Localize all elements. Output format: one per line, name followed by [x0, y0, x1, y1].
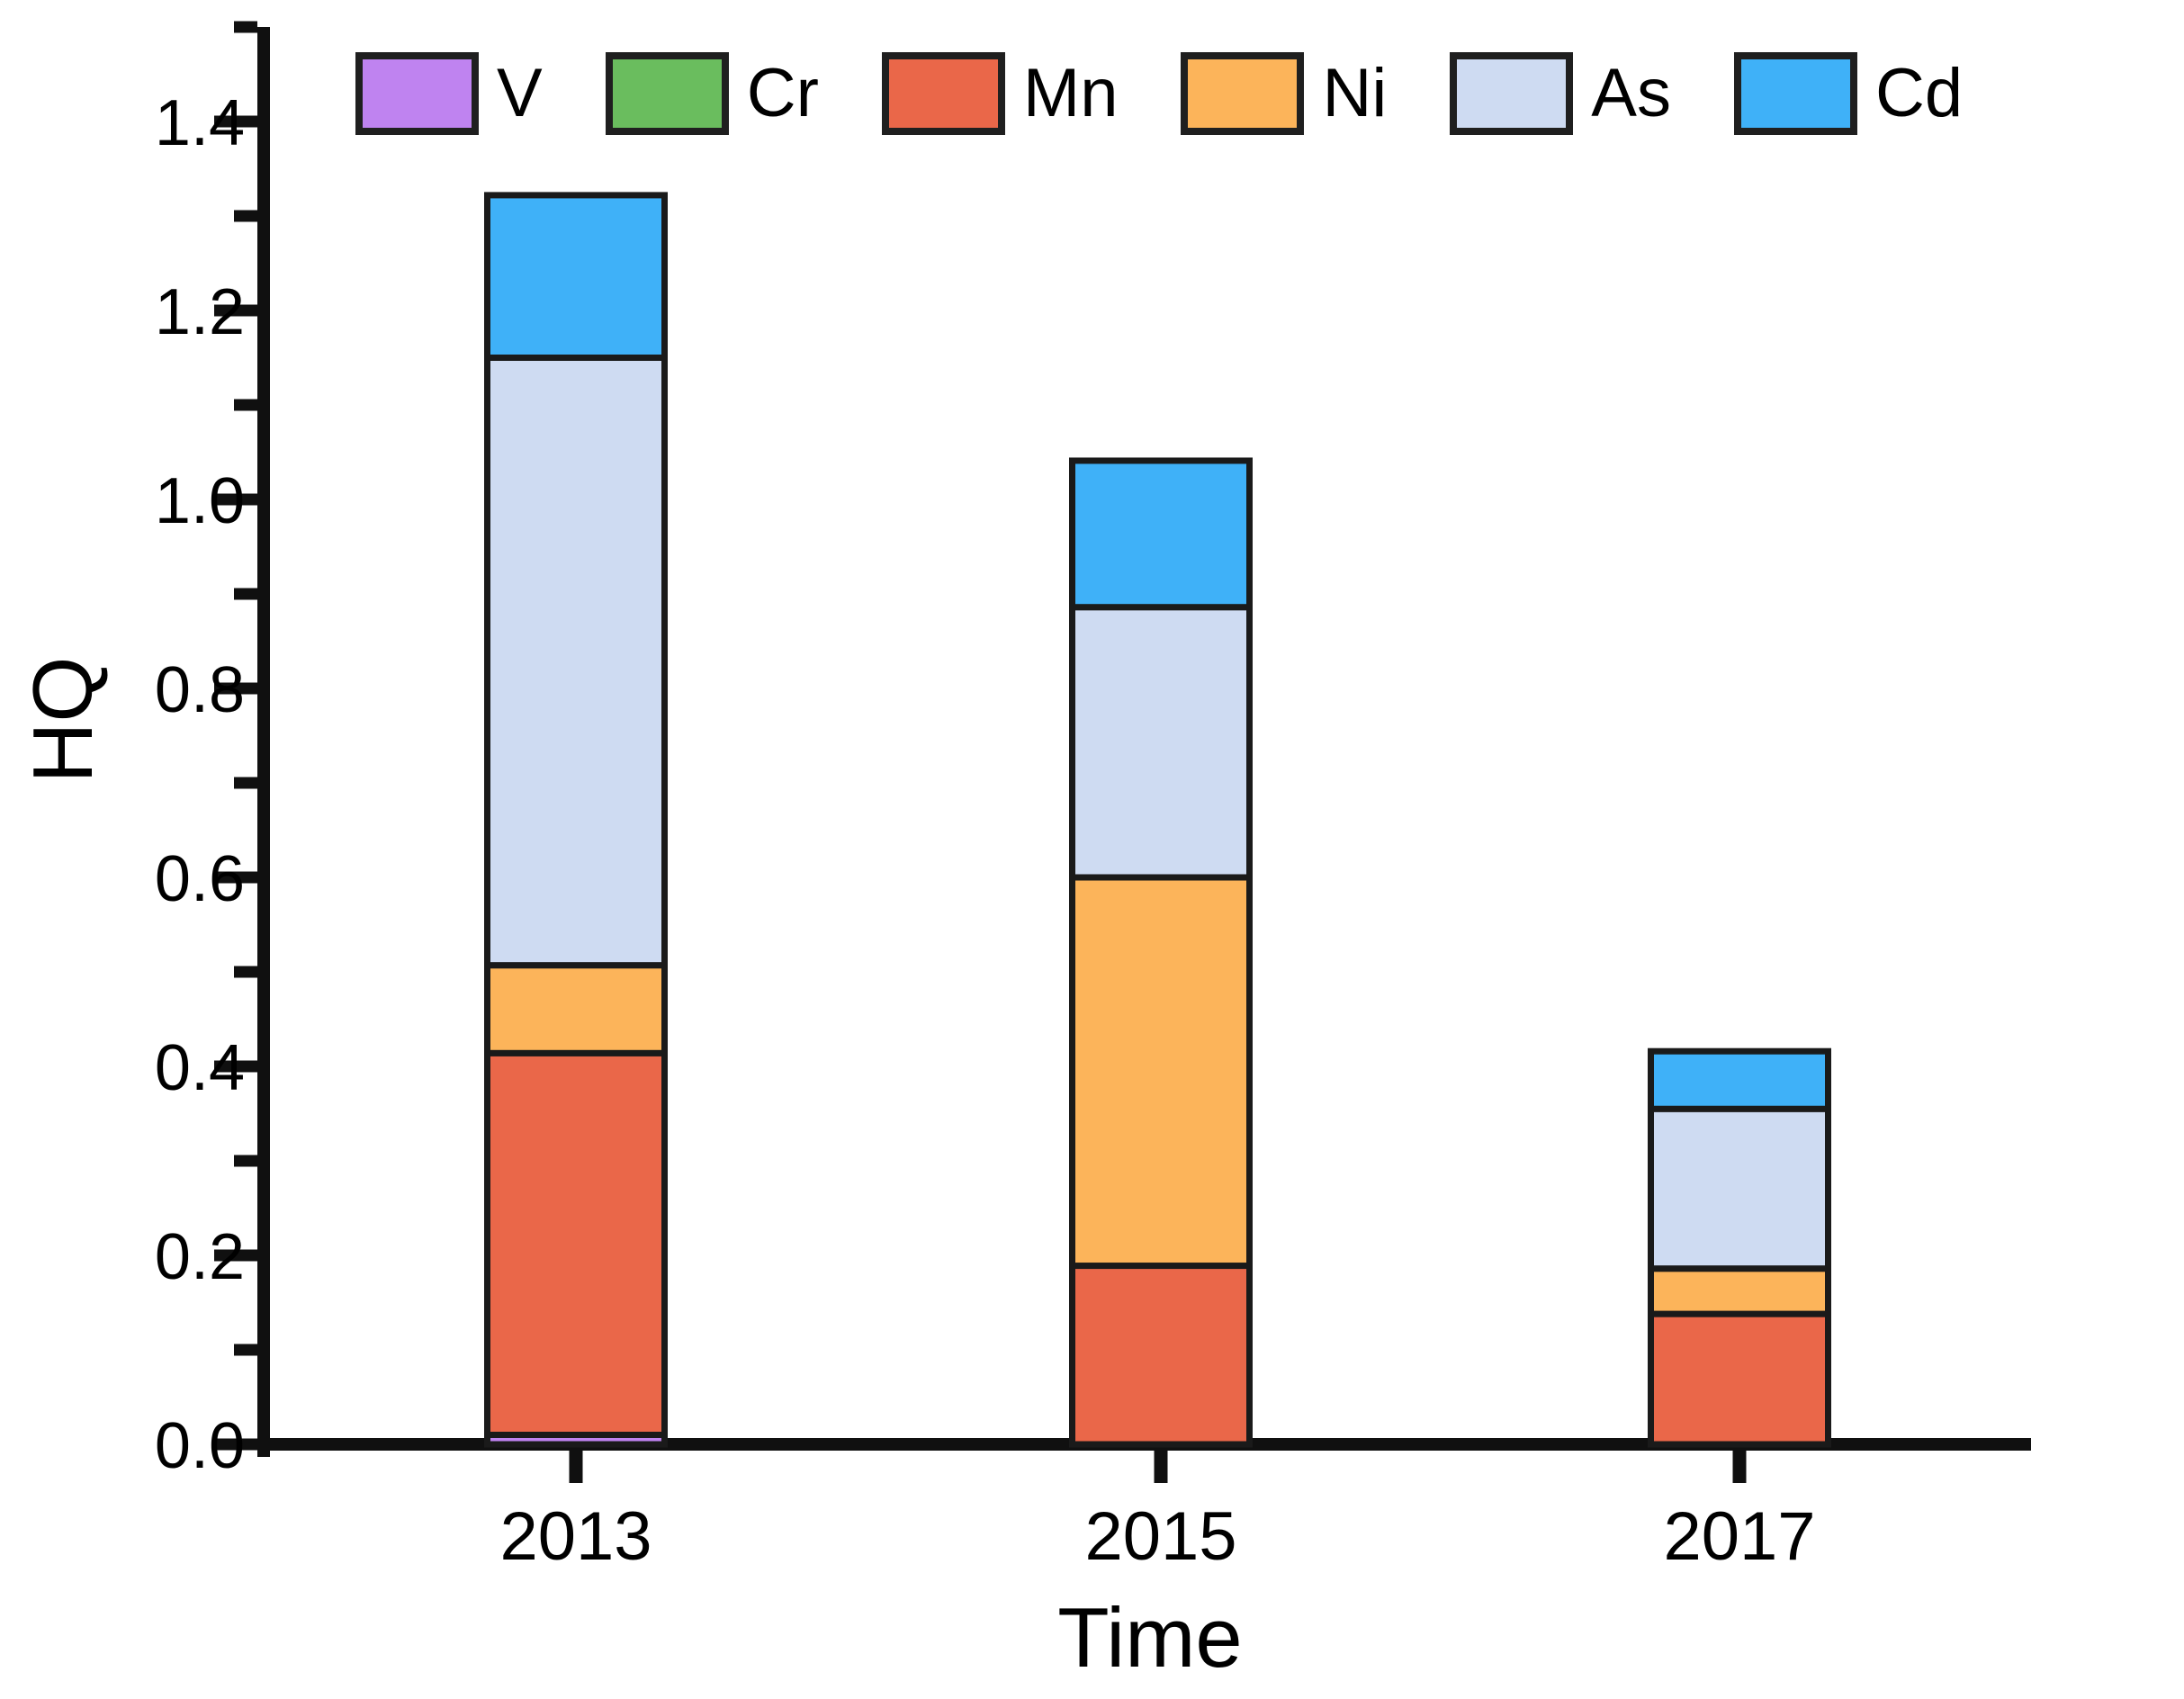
y-major-tick	[214, 1438, 257, 1451]
y-minor-tick	[234, 966, 257, 978]
y-major-tick	[214, 493, 257, 506]
bar-2017	[1648, 1047, 1831, 1448]
y-tick-label: 1.2	[155, 276, 245, 348]
legend-swatch-Mn	[881, 52, 1005, 135]
bar-2015	[1069, 457, 1253, 1448]
x-tick	[1154, 1451, 1168, 1483]
legend-item-Mn: Mn	[881, 52, 1119, 135]
legend-swatch-Cd	[1733, 52, 1857, 135]
y-tick-label: 0.0	[155, 1410, 245, 1482]
bar-segment-As	[484, 355, 668, 969]
bar-segment-As	[1069, 604, 1253, 881]
y-axis-title: HQ	[15, 657, 110, 784]
category-label: 2017	[1663, 1498, 1815, 1575]
bar-segment-Cd	[1069, 457, 1253, 611]
bar-segment-Cd	[484, 192, 668, 361]
y-major-tick	[214, 682, 257, 695]
y-major-tick	[214, 304, 257, 317]
legend-item-As: As	[1450, 52, 1671, 135]
y-minor-tick	[234, 21, 257, 33]
y-major-tick	[214, 115, 257, 128]
y-tick-label: 1.0	[155, 465, 245, 537]
bars	[484, 192, 1831, 1448]
y-minor-tick	[234, 777, 257, 789]
bar-segment-Ni	[1648, 1265, 1831, 1317]
legend-item-Cd: Cd	[1733, 52, 1964, 135]
y-minor-tick	[234, 1155, 257, 1167]
bar-segment-Cd	[1648, 1047, 1831, 1112]
legend-swatch-Ni	[1181, 52, 1305, 135]
bar-segment-Mn	[484, 1049, 668, 1439]
legend-label-Cr: Cr	[746, 55, 819, 131]
bar-segment-Mn	[1069, 1263, 1253, 1448]
legend-label-Ni: Ni	[1322, 55, 1388, 131]
legend-label-As: As	[1591, 55, 1671, 131]
bar-segment-As	[1648, 1105, 1831, 1272]
y-major-tick	[214, 871, 257, 884]
legend-label-Cd: Cd	[1874, 55, 1964, 131]
y-minor-tick	[234, 399, 257, 411]
y-tick-label: 0.2	[155, 1221, 245, 1293]
legend-swatch-As	[1450, 52, 1574, 135]
x-axis-title: Time	[1057, 1590, 1242, 1685]
y-tick-label: 1.4	[155, 87, 245, 159]
y-minor-tick	[234, 1344, 257, 1356]
category-label: 2015	[1084, 1498, 1236, 1575]
x-tick	[1732, 1451, 1747, 1483]
bar-segment-Mn	[1648, 1310, 1831, 1448]
bar-segment-Ni	[1069, 874, 1253, 1270]
y-tick-label: 0.8	[155, 654, 245, 726]
y-tick-label: 0.6	[155, 843, 245, 915]
legend-swatch-Cr	[605, 52, 729, 135]
legend: V Cr Mn Ni As Cd	[355, 52, 1963, 135]
y-minor-tick	[234, 588, 257, 600]
category-label: 2013	[499, 1498, 652, 1575]
legend-item-Cr: Cr	[605, 52, 819, 135]
y-minor-tick	[234, 210, 257, 222]
y-axis-spine	[257, 27, 270, 1457]
y-tick-label: 0.4	[155, 1032, 245, 1104]
bar-segment-Ni	[484, 962, 668, 1056]
bar-2013	[484, 192, 668, 1448]
legend-swatch-V	[355, 52, 479, 135]
x-tick	[569, 1451, 583, 1483]
y-major-tick	[214, 1249, 257, 1262]
y-major-tick	[214, 1060, 257, 1073]
legend-label-V: V	[497, 55, 543, 131]
axes: 0.0 0.2 0.4 0.6 0.8 1.0 1.2 1.4 2013 2015 2017	[155, 21, 2031, 1575]
legend-item-V: V	[355, 52, 543, 135]
legend-label-Mn: Mn	[1022, 55, 1119, 131]
legend-item-Ni: Ni	[1181, 52, 1387, 135]
